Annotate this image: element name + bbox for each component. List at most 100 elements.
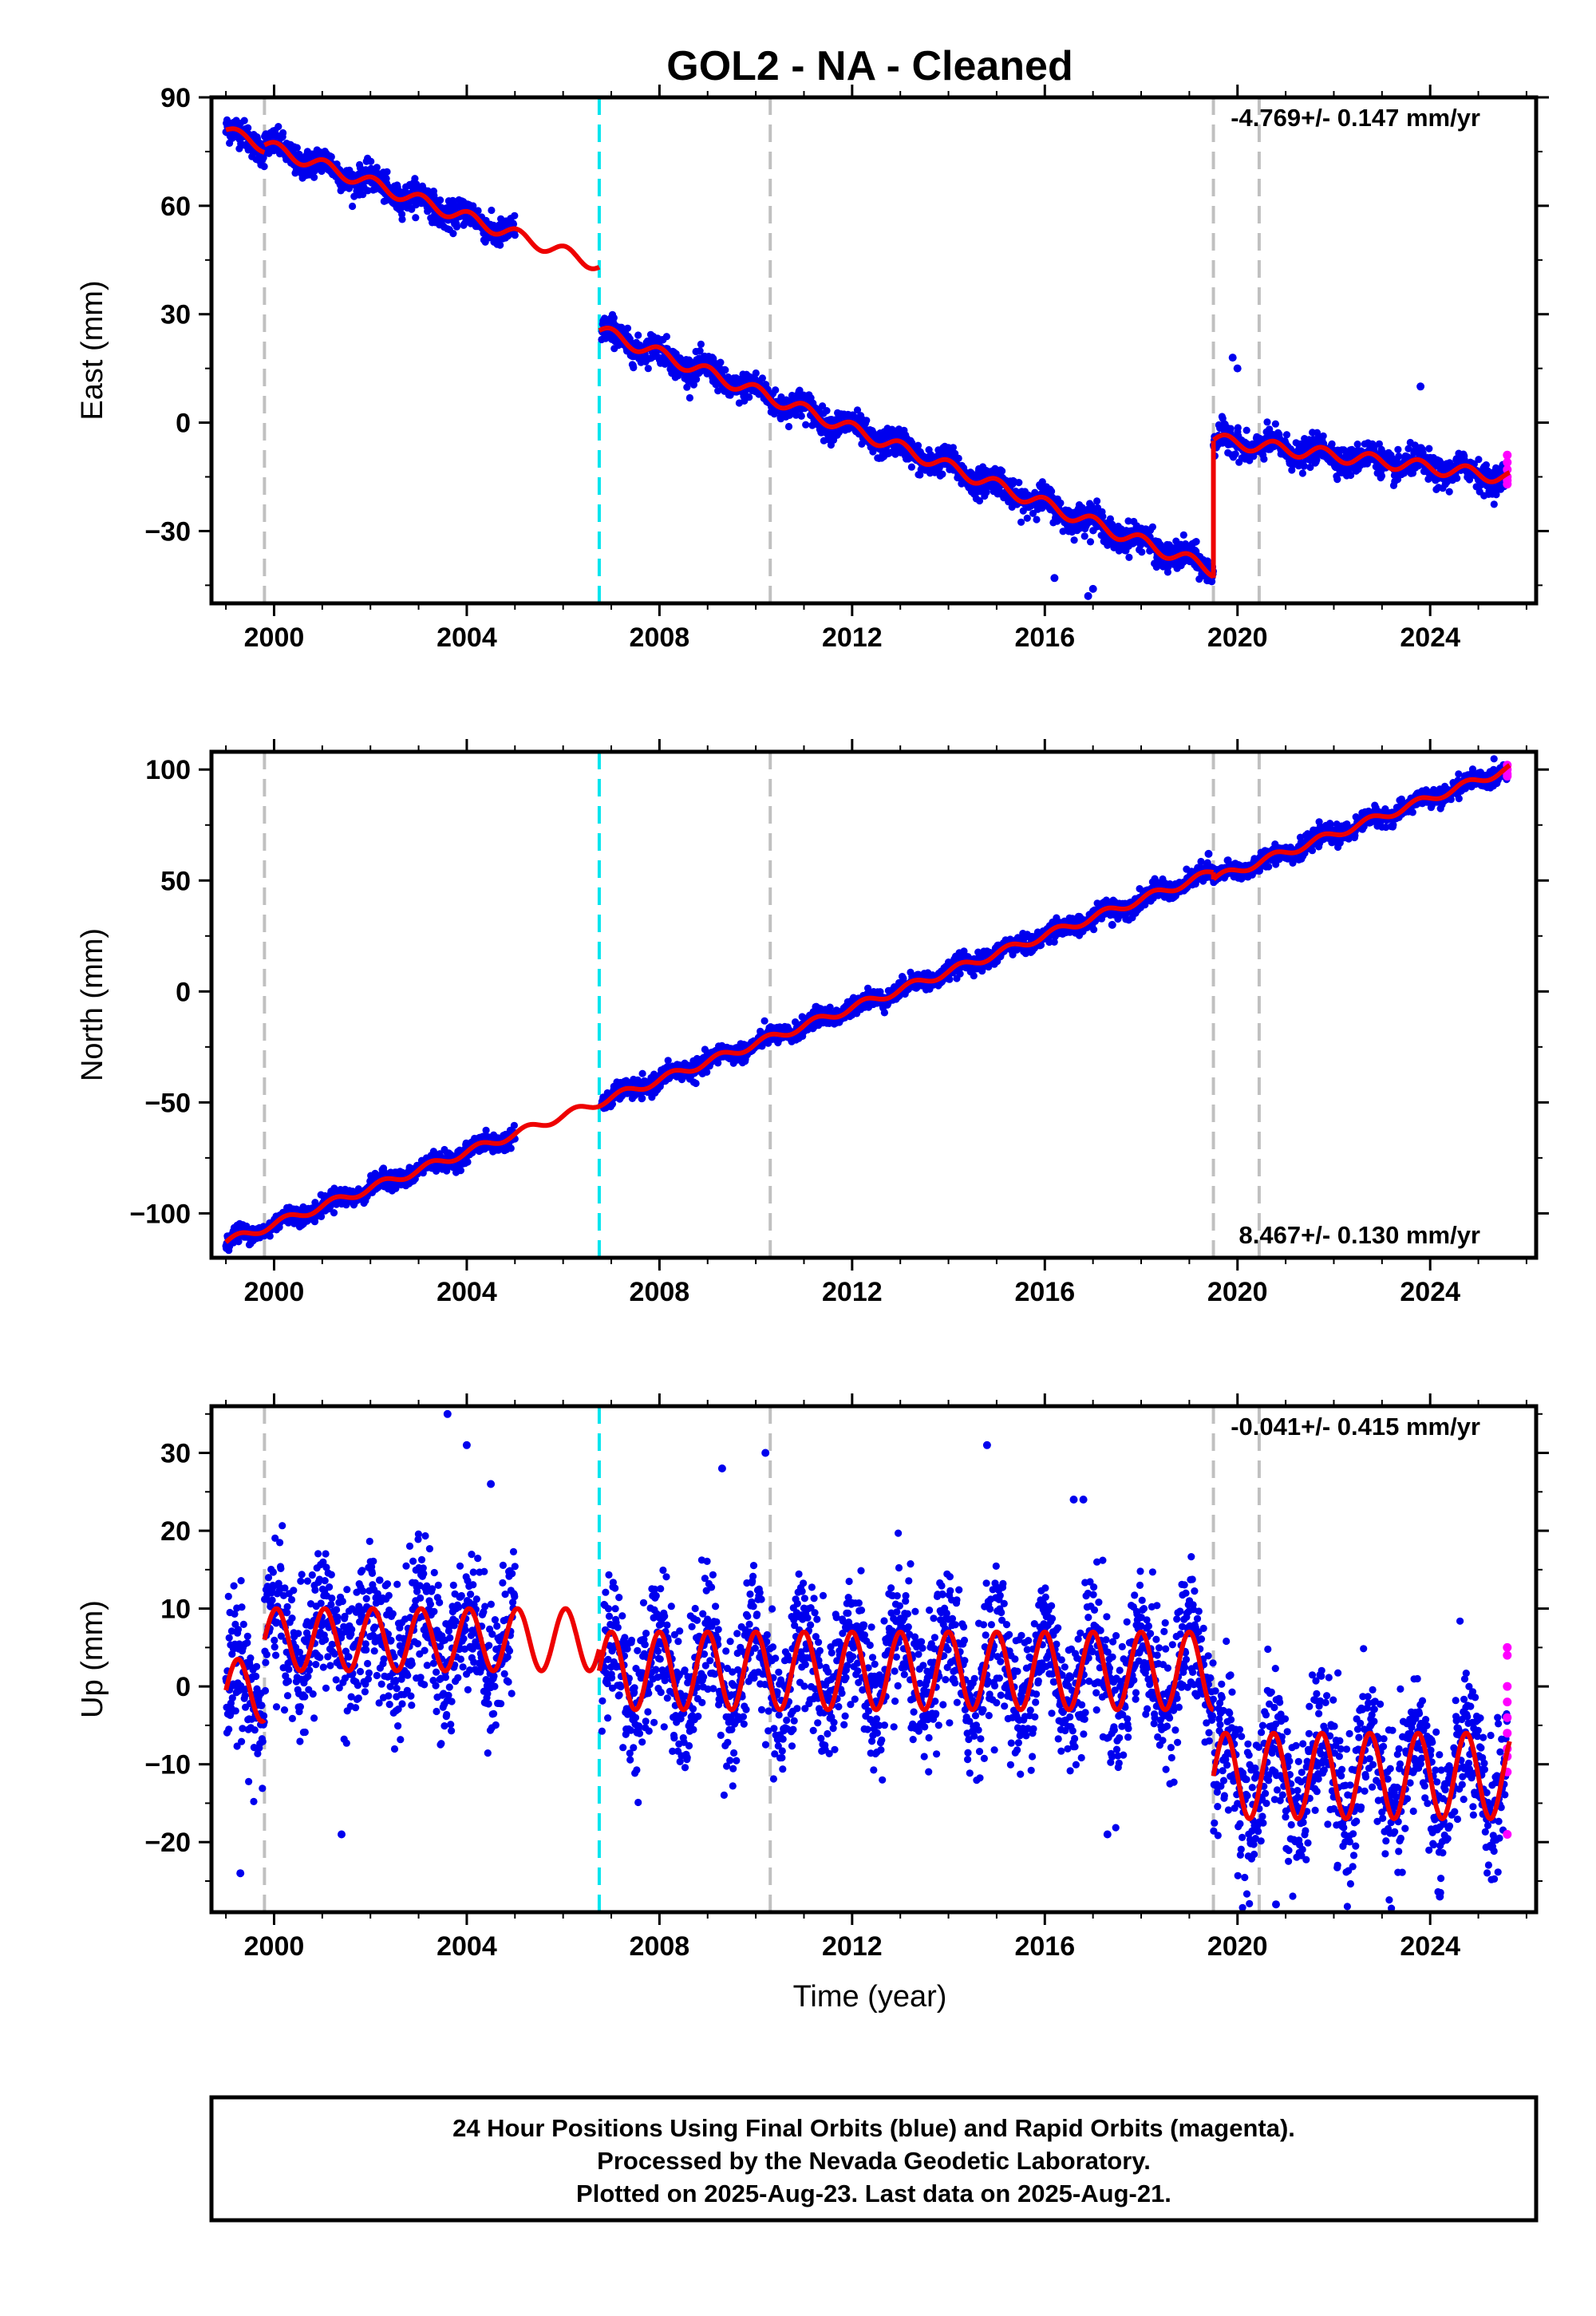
final-orbit-point [359, 191, 367, 199]
final-orbit-point [383, 168, 391, 176]
y-tick-label: 90 [160, 83, 191, 113]
final-orbit-point [364, 187, 372, 195]
final-orbit-point [954, 454, 962, 463]
east-ylabel: East (mm) [76, 280, 109, 420]
final-orbit-point [1271, 420, 1279, 428]
final-orbit-point [496, 241, 504, 249]
final-orbit-point [474, 207, 482, 215]
final-orbit-point [244, 124, 252, 132]
final-orbit-point [1282, 431, 1291, 439]
final-orbit-point [938, 470, 946, 478]
final-orbit-point [310, 173, 318, 181]
final-orbit-point [1093, 497, 1101, 505]
rapid-orbit-point [1503, 480, 1512, 489]
final-orbit-point [1333, 476, 1341, 484]
final-orbit-point [293, 144, 301, 152]
final-orbit-point [1148, 523, 1156, 531]
y-tick-label: 30 [160, 300, 191, 330]
final-orbit-point [511, 231, 519, 239]
east-model [223, 126, 1512, 579]
final-orbit-point [634, 331, 642, 339]
model-fit-line [263, 140, 602, 271]
final-orbit-point [279, 128, 287, 137]
final-orbit-point [1192, 538, 1200, 546]
final-orbit-point [275, 123, 282, 131]
final-orbit-point [1445, 488, 1453, 496]
final-orbit-point [630, 364, 638, 372]
final-orbit-point [758, 374, 767, 382]
final-orbit-point [437, 196, 444, 204]
final-orbit-point [1015, 479, 1023, 487]
final-orbit-point [367, 157, 375, 165]
final-orbit-point [327, 152, 335, 161]
y-tick-label: 60 [160, 192, 191, 222]
final-orbit-point [1425, 445, 1433, 453]
y-tick-label: 0 [176, 409, 191, 439]
x-tick-label: 2024 [1400, 622, 1460, 653]
north-scatter [222, 755, 1512, 1255]
final-orbit-point [752, 369, 760, 377]
y-tick-label: −30 [144, 516, 191, 547]
final-orbit-point [1088, 584, 1097, 593]
final-orbit-point [330, 1209, 338, 1217]
final-orbit-point [510, 1121, 519, 1129]
final-orbit-point [398, 215, 406, 223]
final-orbit-point [644, 365, 652, 373]
final-orbit-point [464, 1158, 472, 1166]
x-tick-label: 2008 [630, 622, 690, 653]
chart-title: GOL2 - NA - Cleaned [666, 43, 1073, 89]
final-orbit-point [349, 202, 357, 211]
final-orbit-point [223, 116, 231, 124]
final-orbit-point [1263, 418, 1271, 426]
final-orbit-point [623, 324, 632, 332]
final-orbit-point [638, 1069, 646, 1077]
final-orbit-point [1453, 474, 1461, 482]
final-orbit-point [745, 393, 753, 401]
final-orbit-point [411, 175, 419, 183]
final-orbit-point [1234, 424, 1242, 432]
x-tick-label: 2020 [1207, 622, 1268, 653]
final-orbit-point [717, 358, 725, 366]
final-orbit-point [914, 441, 922, 449]
final-orbit-point [802, 421, 810, 429]
final-orbit-point [1227, 425, 1235, 433]
final-orbit-point [449, 230, 457, 238]
final-orbit-point [1228, 354, 1237, 362]
final-orbit-point [692, 1079, 700, 1088]
x-tick-label: 2004 [437, 622, 497, 653]
final-orbit-point [1138, 548, 1146, 556]
final-orbit-point [1017, 518, 1025, 526]
final-orbit-point [863, 417, 871, 425]
plot-frame [209, 95, 1539, 606]
final-orbit-point [1298, 469, 1306, 477]
final-orbit-point [685, 393, 694, 402]
final-orbit-point [610, 314, 618, 322]
final-orbit-point [1377, 472, 1386, 480]
final-orbit-point [1395, 453, 1403, 460]
final-orbit-point [1475, 456, 1483, 464]
final-orbit-point [373, 164, 381, 172]
final-orbit-point [456, 1167, 465, 1175]
final-orbit-point [823, 406, 831, 415]
final-orbit-point [797, 412, 805, 421]
final-orbit-point [1086, 538, 1095, 546]
final-orbit-point [482, 1126, 490, 1134]
final-orbit-point [1231, 450, 1239, 458]
final-orbit-point [697, 340, 705, 348]
final-orbit-point [1084, 591, 1092, 600]
final-orbit-point [1242, 426, 1250, 434]
final-orbit-point [1233, 364, 1242, 373]
final-orbit-point [1416, 382, 1425, 391]
final-orbit-point [511, 211, 519, 219]
final-orbit-point [760, 1017, 768, 1025]
final-orbit-point [638, 1094, 646, 1102]
final-orbit-point [452, 223, 461, 231]
final-orbit-point [382, 196, 390, 204]
east-vlines [263, 97, 1261, 603]
final-orbit-point [1057, 499, 1065, 507]
east-rate-label: -4.769+/- 0.147 mm/yr [1231, 104, 1480, 132]
final-orbit-point [1260, 455, 1268, 463]
